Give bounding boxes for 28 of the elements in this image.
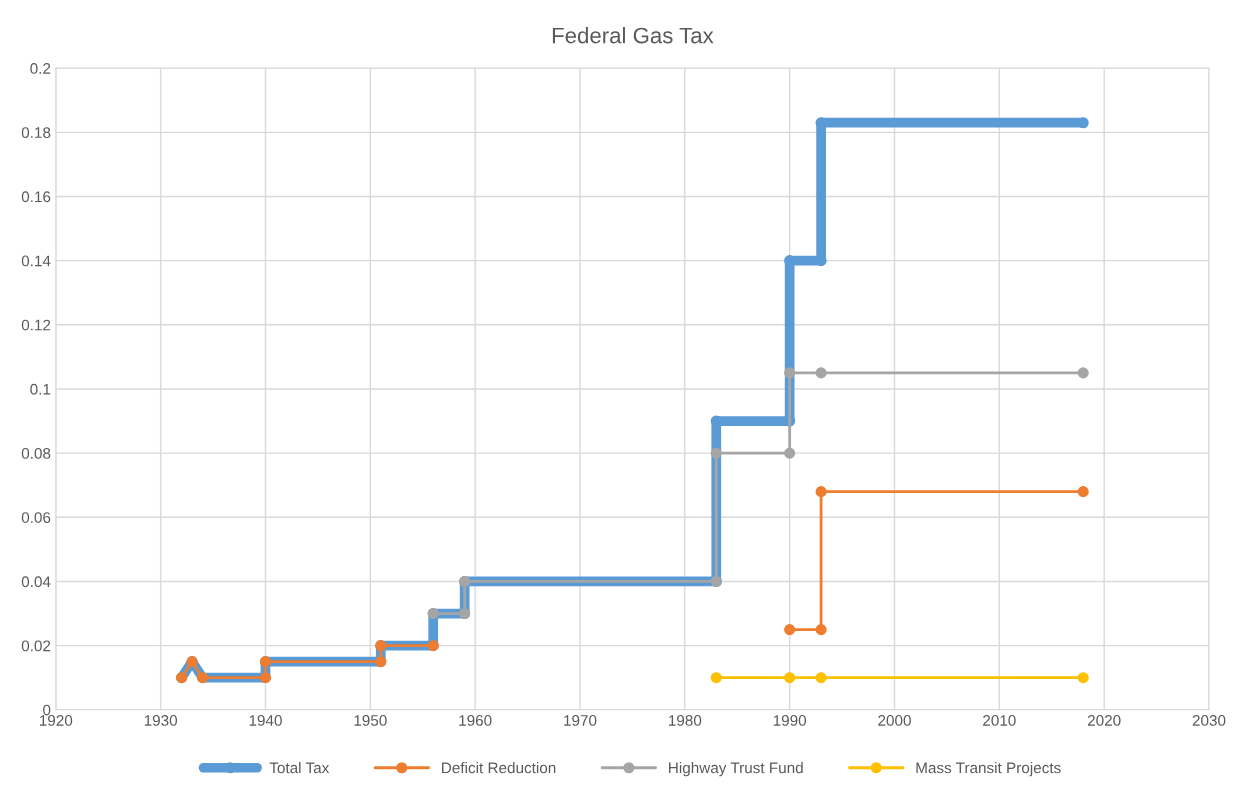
y-tick-label: 0.16 <box>21 191 51 203</box>
legend-label: Mass Transit Projects <box>916 762 1061 777</box>
y-tick-label: 0.14 <box>21 255 51 267</box>
y-tick-label: 0.12 <box>21 319 51 331</box>
x-tick-label: 1920 <box>39 715 73 726</box>
legend-label: Total Tax <box>269 762 330 774</box>
y-tick-label: 0.2 <box>30 63 51 74</box>
x-tick-label: 2030 <box>1192 715 1226 726</box>
x-tick-label: 1930 <box>144 715 178 726</box>
x-tick-label: 1980 <box>668 715 702 726</box>
x-tick-label: 1990 <box>773 715 807 726</box>
y-tick-label: 0.06 <box>21 512 51 523</box>
legend-label: Highway Trust Fund <box>669 762 803 777</box>
x-tick-label: 2010 <box>983 715 1016 726</box>
x-tick-label: 1960 <box>459 715 492 726</box>
x-tick-label: 2020 <box>1087 715 1121 726</box>
x-tick-label: 1940 <box>249 715 282 726</box>
x-tick-label: 1970 <box>564 715 597 726</box>
y-tick-label: 0.1 <box>30 383 51 395</box>
y-tick-label: 0.08 <box>21 448 51 459</box>
x-tick-label: 1950 <box>354 715 387 726</box>
y-tick-label: 0.18 <box>21 127 51 139</box>
y-tick-label: 0 <box>43 704 51 716</box>
legend-label: Deficit Reduction <box>442 762 556 774</box>
y-tick-label: 0.02 <box>21 640 51 652</box>
chart-title: Federal Gas Tax <box>552 27 714 44</box>
y-tick-label: 0.04 <box>21 576 51 588</box>
x-tick-label: 2000 <box>878 715 911 726</box>
